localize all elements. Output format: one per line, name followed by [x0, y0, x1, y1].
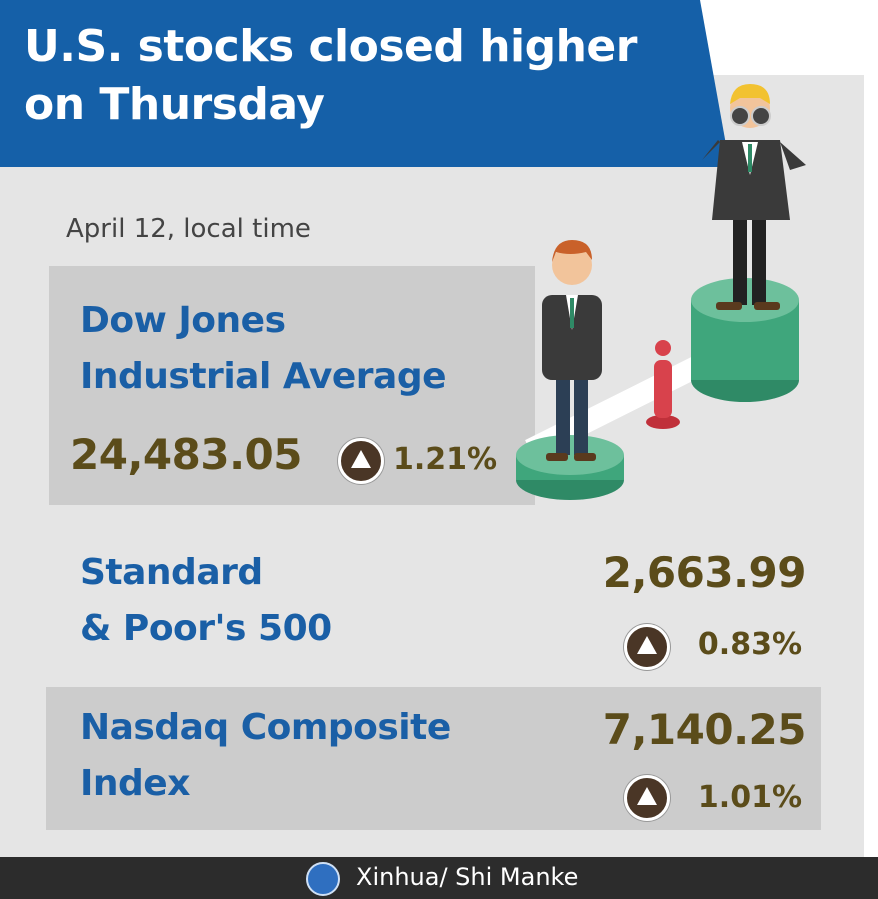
dow-change: 1.21% [393, 442, 498, 477]
dow-box [49, 266, 535, 505]
sp500-change: 0.83% [697, 627, 802, 662]
small-red-figure [646, 340, 680, 429]
businessman-standing [542, 240, 602, 461]
businessman-binoculars [702, 84, 806, 310]
binoculars-icon [730, 106, 750, 126]
dow-label-line-2: Industrial Average [80, 356, 447, 397]
sp500-label-line-1: Standard [80, 552, 263, 593]
sp500-value: 2,663.99 [602, 548, 807, 597]
nasdaq-label-line-2: Index [80, 763, 190, 804]
nasdaq-value: 7,140.25 [602, 705, 807, 754]
dow-label-line-1: Dow Jones [80, 300, 286, 341]
dow-value: 24,483.05 [70, 430, 302, 479]
sp500-label: Standard & Poor's 500 [80, 545, 332, 657]
date-label: April 12, local time [66, 214, 311, 244]
footer-bar [0, 857, 878, 899]
page-title: U.S. stocks closed higher on Thursday [24, 18, 637, 134]
nasdaq-label-line-1: Nasdaq Composite [80, 707, 451, 748]
dow-label: Dow Jones Industrial Average [80, 293, 447, 405]
xinhua-logo-icon [306, 862, 340, 896]
title-line-1: U.S. stocks closed higher [24, 21, 637, 72]
header-banner [0, 0, 730, 167]
nasdaq-label: Nasdaq Composite Index [80, 700, 451, 812]
nasdaq-up-arrow-icon [624, 775, 670, 821]
businessmen-illustration [516, 84, 806, 500]
sp500-label-line-2: & Poor's 500 [80, 608, 332, 649]
dow-up-arrow-icon [338, 438, 384, 484]
nasdaq-change: 1.01% [697, 780, 802, 815]
title-line-2: on Thursday [24, 79, 325, 130]
credit-text: Xinhua/ Shi Manke [356, 863, 579, 891]
nasdaq-box [46, 687, 821, 830]
sp500-up-arrow-icon [624, 624, 670, 670]
